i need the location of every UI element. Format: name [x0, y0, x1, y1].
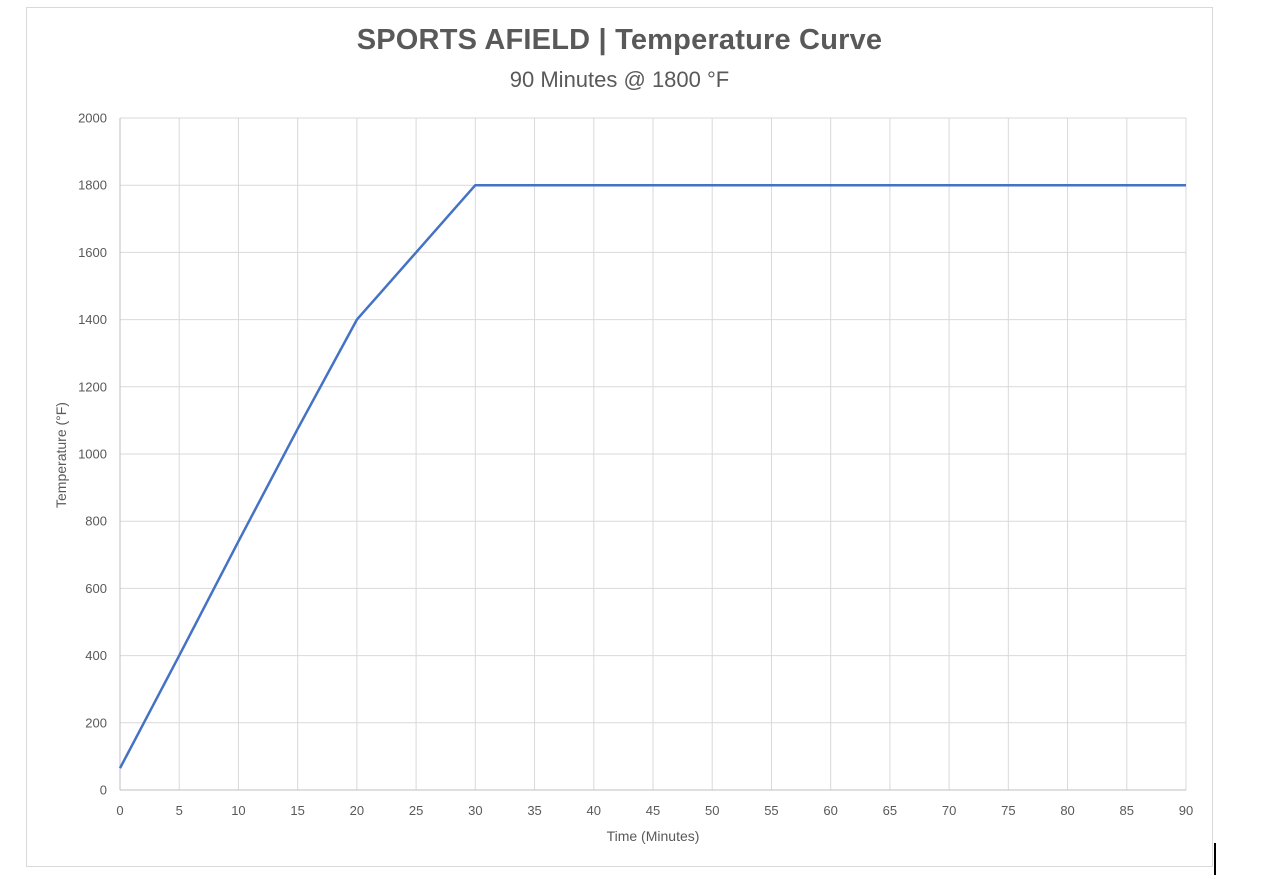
- y-tick-label: 400: [85, 648, 107, 663]
- y-tick-label: 2000: [78, 111, 107, 126]
- x-tick-label: 30: [468, 803, 482, 818]
- chart-area: [26, 7, 1213, 867]
- y-tick-label: 1400: [78, 312, 107, 327]
- x-tick-label: 5: [176, 803, 183, 818]
- gridlines: [120, 117, 1187, 790]
- x-tick-label: 60: [823, 803, 837, 818]
- y-tick-label: 1000: [78, 447, 107, 462]
- y-axis-title: Temperature (°F): [53, 402, 69, 508]
- y-tick-label: 1200: [78, 379, 107, 394]
- x-tick-label: 20: [350, 803, 364, 818]
- y-tick-label: 0: [100, 783, 107, 798]
- x-axis-title: Time (Minutes): [607, 828, 700, 844]
- x-tick-label: 55: [764, 803, 778, 818]
- text-cursor: [1214, 843, 1216, 875]
- x-tick-label: 85: [1120, 803, 1134, 818]
- x-tick-label: 75: [1001, 803, 1015, 818]
- x-tick-label: 25: [409, 803, 423, 818]
- series-group: [118, 183, 1186, 769]
- x-tick-label: 70: [942, 803, 956, 818]
- chart-subtitle: 90 Minutes @ 1800 °F: [509, 67, 730, 92]
- y-axis-ticks: 0 200 400 600 800 1000 1200 1400 1600 1800 2000: [78, 111, 107, 798]
- axes: [119, 118, 1186, 791]
- y-tick-label: 1800: [78, 178, 107, 193]
- x-tick-label: 50: [705, 803, 719, 818]
- x-axis-ticks: 0 5 10 15 20 25 30 35 40 45 50 55 60 65 70 75 80 85 90: [116, 803, 1193, 818]
- y-tick-label: 600: [85, 581, 107, 596]
- x-tick-label: 80: [1060, 803, 1074, 818]
- x-tick-label: 0: [116, 803, 123, 818]
- x-tick-label: 15: [290, 803, 304, 818]
- y-tick-label: 1600: [78, 245, 107, 260]
- y-tick-label: 800: [85, 514, 107, 529]
- x-tick-label: 35: [527, 803, 541, 818]
- x-tick-label: 65: [883, 803, 897, 818]
- x-tick-label: 40: [587, 803, 601, 818]
- y-tick-label: 200: [85, 715, 107, 730]
- temperature-series-line: [118, 183, 1186, 769]
- x-tick-label: 10: [231, 803, 245, 818]
- x-tick-label: 45: [646, 803, 660, 818]
- x-tick-label: 90: [1179, 803, 1193, 818]
- chart-title: SPORTS AFIELD | Temperature Curve: [356, 24, 883, 56]
